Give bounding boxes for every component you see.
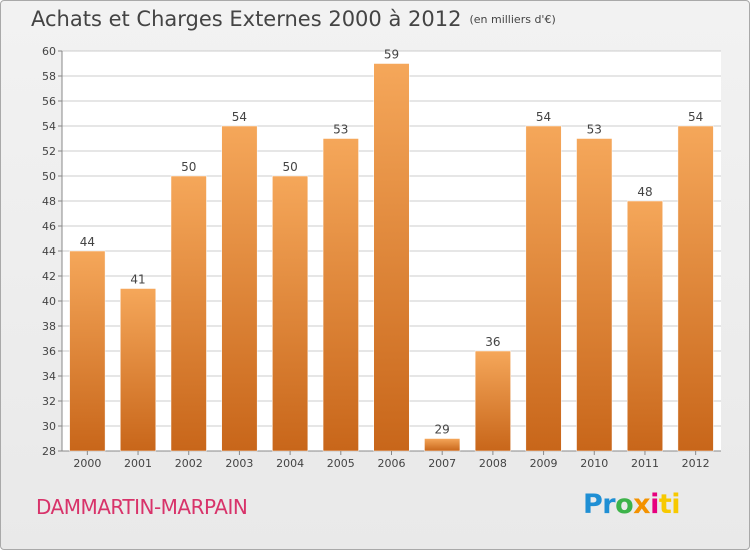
x-tick-label: 2008 [479, 457, 507, 470]
bar [626, 200, 663, 452]
chart-title-text: Achats et Charges Externes 2000 à 2012 [31, 7, 462, 31]
bar [272, 175, 309, 452]
bar-value-label: 53 [333, 123, 348, 137]
x-tick-label: 2012 [682, 457, 710, 470]
bar-value-label: 59 [384, 48, 399, 62]
chart-title: Achats et Charges Externes 2000 à 2012 (e… [31, 7, 556, 31]
bar-value-label: 54 [688, 110, 703, 124]
y-tick-label: 52 [42, 145, 56, 158]
y-tick-label: 40 [42, 295, 56, 308]
bar-value-label: 54 [232, 110, 247, 124]
bar-value-label: 50 [282, 160, 297, 174]
bar [322, 138, 359, 452]
bar [677, 125, 714, 452]
bar [120, 288, 157, 452]
y-tick-label: 38 [42, 320, 56, 333]
x-tick-label: 2005 [327, 457, 355, 470]
bar [576, 138, 613, 452]
y-tick-label: 28 [42, 445, 56, 458]
proxiti-logo: Proxiti [583, 489, 681, 520]
logo-part: ti [658, 489, 681, 520]
bar-value-label: 41 [130, 273, 145, 287]
x-tick-label: 2011 [631, 457, 659, 470]
y-tick-label: 44 [42, 245, 56, 258]
bar [474, 350, 511, 452]
y-tick-label: 46 [42, 220, 56, 233]
bar-value-label: 44 [80, 235, 95, 249]
bar-value-label: 36 [485, 335, 500, 349]
x-tick-label: 2010 [580, 457, 608, 470]
y-tick-label: 60 [42, 45, 56, 58]
logo-part: o [615, 489, 634, 520]
y-tick-label: 32 [42, 395, 56, 408]
y-tick-label: 58 [42, 70, 56, 83]
bar-value-label: 48 [637, 185, 652, 199]
y-tick-label: 42 [42, 270, 56, 283]
y-tick-label: 56 [42, 95, 56, 108]
y-tick-label: 54 [42, 120, 56, 133]
bar-value-label: 54 [536, 110, 551, 124]
x-tick-label: 2004 [276, 457, 304, 470]
x-tick-label: 2001 [124, 457, 152, 470]
x-tick-label: 2000 [73, 457, 101, 470]
bar-value-label: 29 [435, 423, 450, 437]
x-tick-label: 2003 [225, 457, 253, 470]
x-tick-label: 2009 [530, 457, 558, 470]
logo-part: x [633, 489, 651, 520]
bar [525, 125, 562, 452]
logo-part: Pr [583, 489, 616, 520]
bar [170, 175, 207, 452]
bar-value-label: 53 [587, 123, 602, 137]
city-name: DAMMARTIN-MARPAIN [36, 495, 248, 519]
y-tick-label: 30 [42, 420, 56, 433]
bar [221, 125, 258, 452]
x-tick-label: 2006 [378, 457, 406, 470]
y-tick-label: 50 [42, 170, 56, 183]
x-tick-label: 2007 [428, 457, 456, 470]
bar [373, 63, 410, 452]
bar-value-label: 50 [181, 160, 196, 174]
bar [424, 438, 461, 452]
y-tick-label: 48 [42, 195, 56, 208]
bar [69, 250, 106, 452]
x-tick-label: 2002 [175, 457, 203, 470]
y-tick-label: 34 [42, 370, 56, 383]
logo-part: i [650, 489, 659, 520]
y-tick-label: 36 [42, 345, 56, 358]
chart-unit-note: (en milliers d'€) [469, 13, 556, 26]
